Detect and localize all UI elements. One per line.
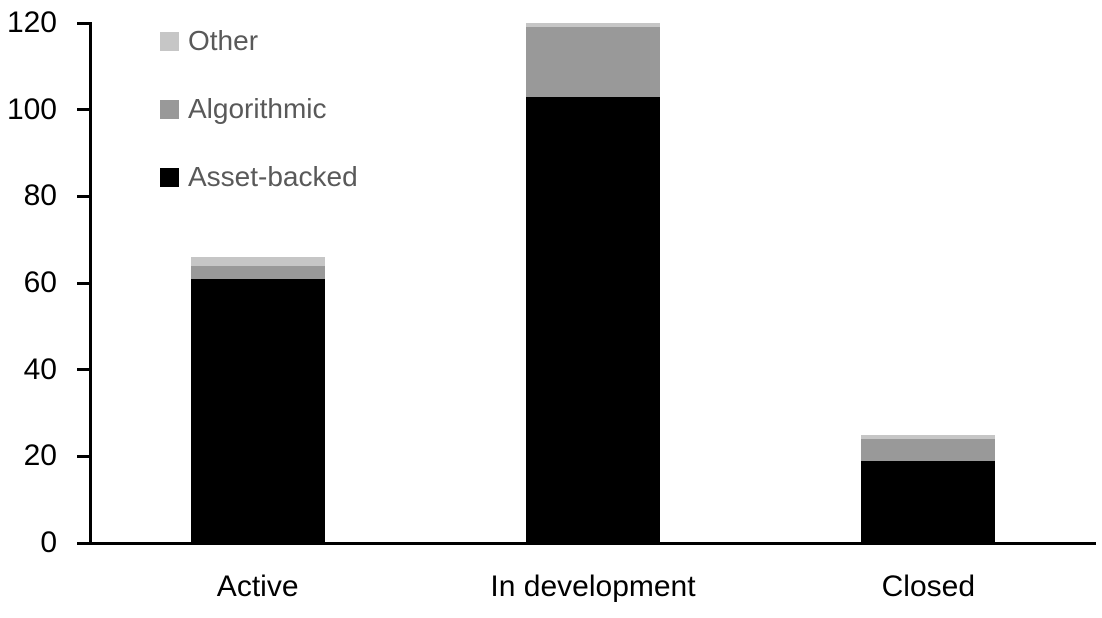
bar-segment-other: [190, 257, 325, 266]
x-category-label: In development: [490, 570, 696, 603]
bar-segment-asset-backed: [526, 96, 660, 543]
y-tick-label: 120: [6, 6, 57, 39]
y-tick: [77, 108, 90, 112]
legend-item: Algorithmic: [160, 93, 326, 125]
y-tick: [77, 454, 90, 458]
y-tick-label: 0: [40, 526, 57, 559]
bar-segment-other: [526, 23, 660, 28]
legend-swatch-other: [160, 31, 179, 51]
x-axis-line: [77, 541, 1096, 545]
legend-item: Other: [160, 25, 258, 57]
y-tick-label: 40: [23, 352, 57, 386]
y-tick-label: 20: [23, 439, 57, 473]
x-category-label: Closed: [881, 570, 976, 603]
legend-swatch-algorithmic: [160, 99, 179, 119]
legend-label: Asset-backed: [188, 161, 358, 192]
bar-segment-algorithmic: [190, 265, 325, 279]
y-tick: [77, 194, 90, 198]
bar-segment-asset-backed: [861, 460, 996, 543]
legend-label: Algorithmic: [188, 93, 327, 124]
y-tick: [77, 281, 90, 285]
y-tick-label: 100: [6, 92, 57, 126]
y-axis-line: [89, 22, 92, 545]
bar-segment-algorithmic: [861, 439, 996, 461]
legend-item: Asset-backed: [160, 161, 358, 193]
bar-segment-other: [861, 434, 996, 439]
x-category-label: Active: [216, 570, 299, 603]
legend-label: Other: [188, 25, 259, 56]
y-tick-label: 80: [23, 179, 57, 213]
y-tick: [77, 368, 90, 372]
y-tick-label: 60: [23, 266, 57, 299]
bar-segment-asset-backed: [190, 278, 325, 543]
legend-swatch-asset-backed: [160, 167, 179, 187]
y-tick: [77, 21, 90, 25]
bar-segment-algorithmic: [526, 27, 660, 97]
